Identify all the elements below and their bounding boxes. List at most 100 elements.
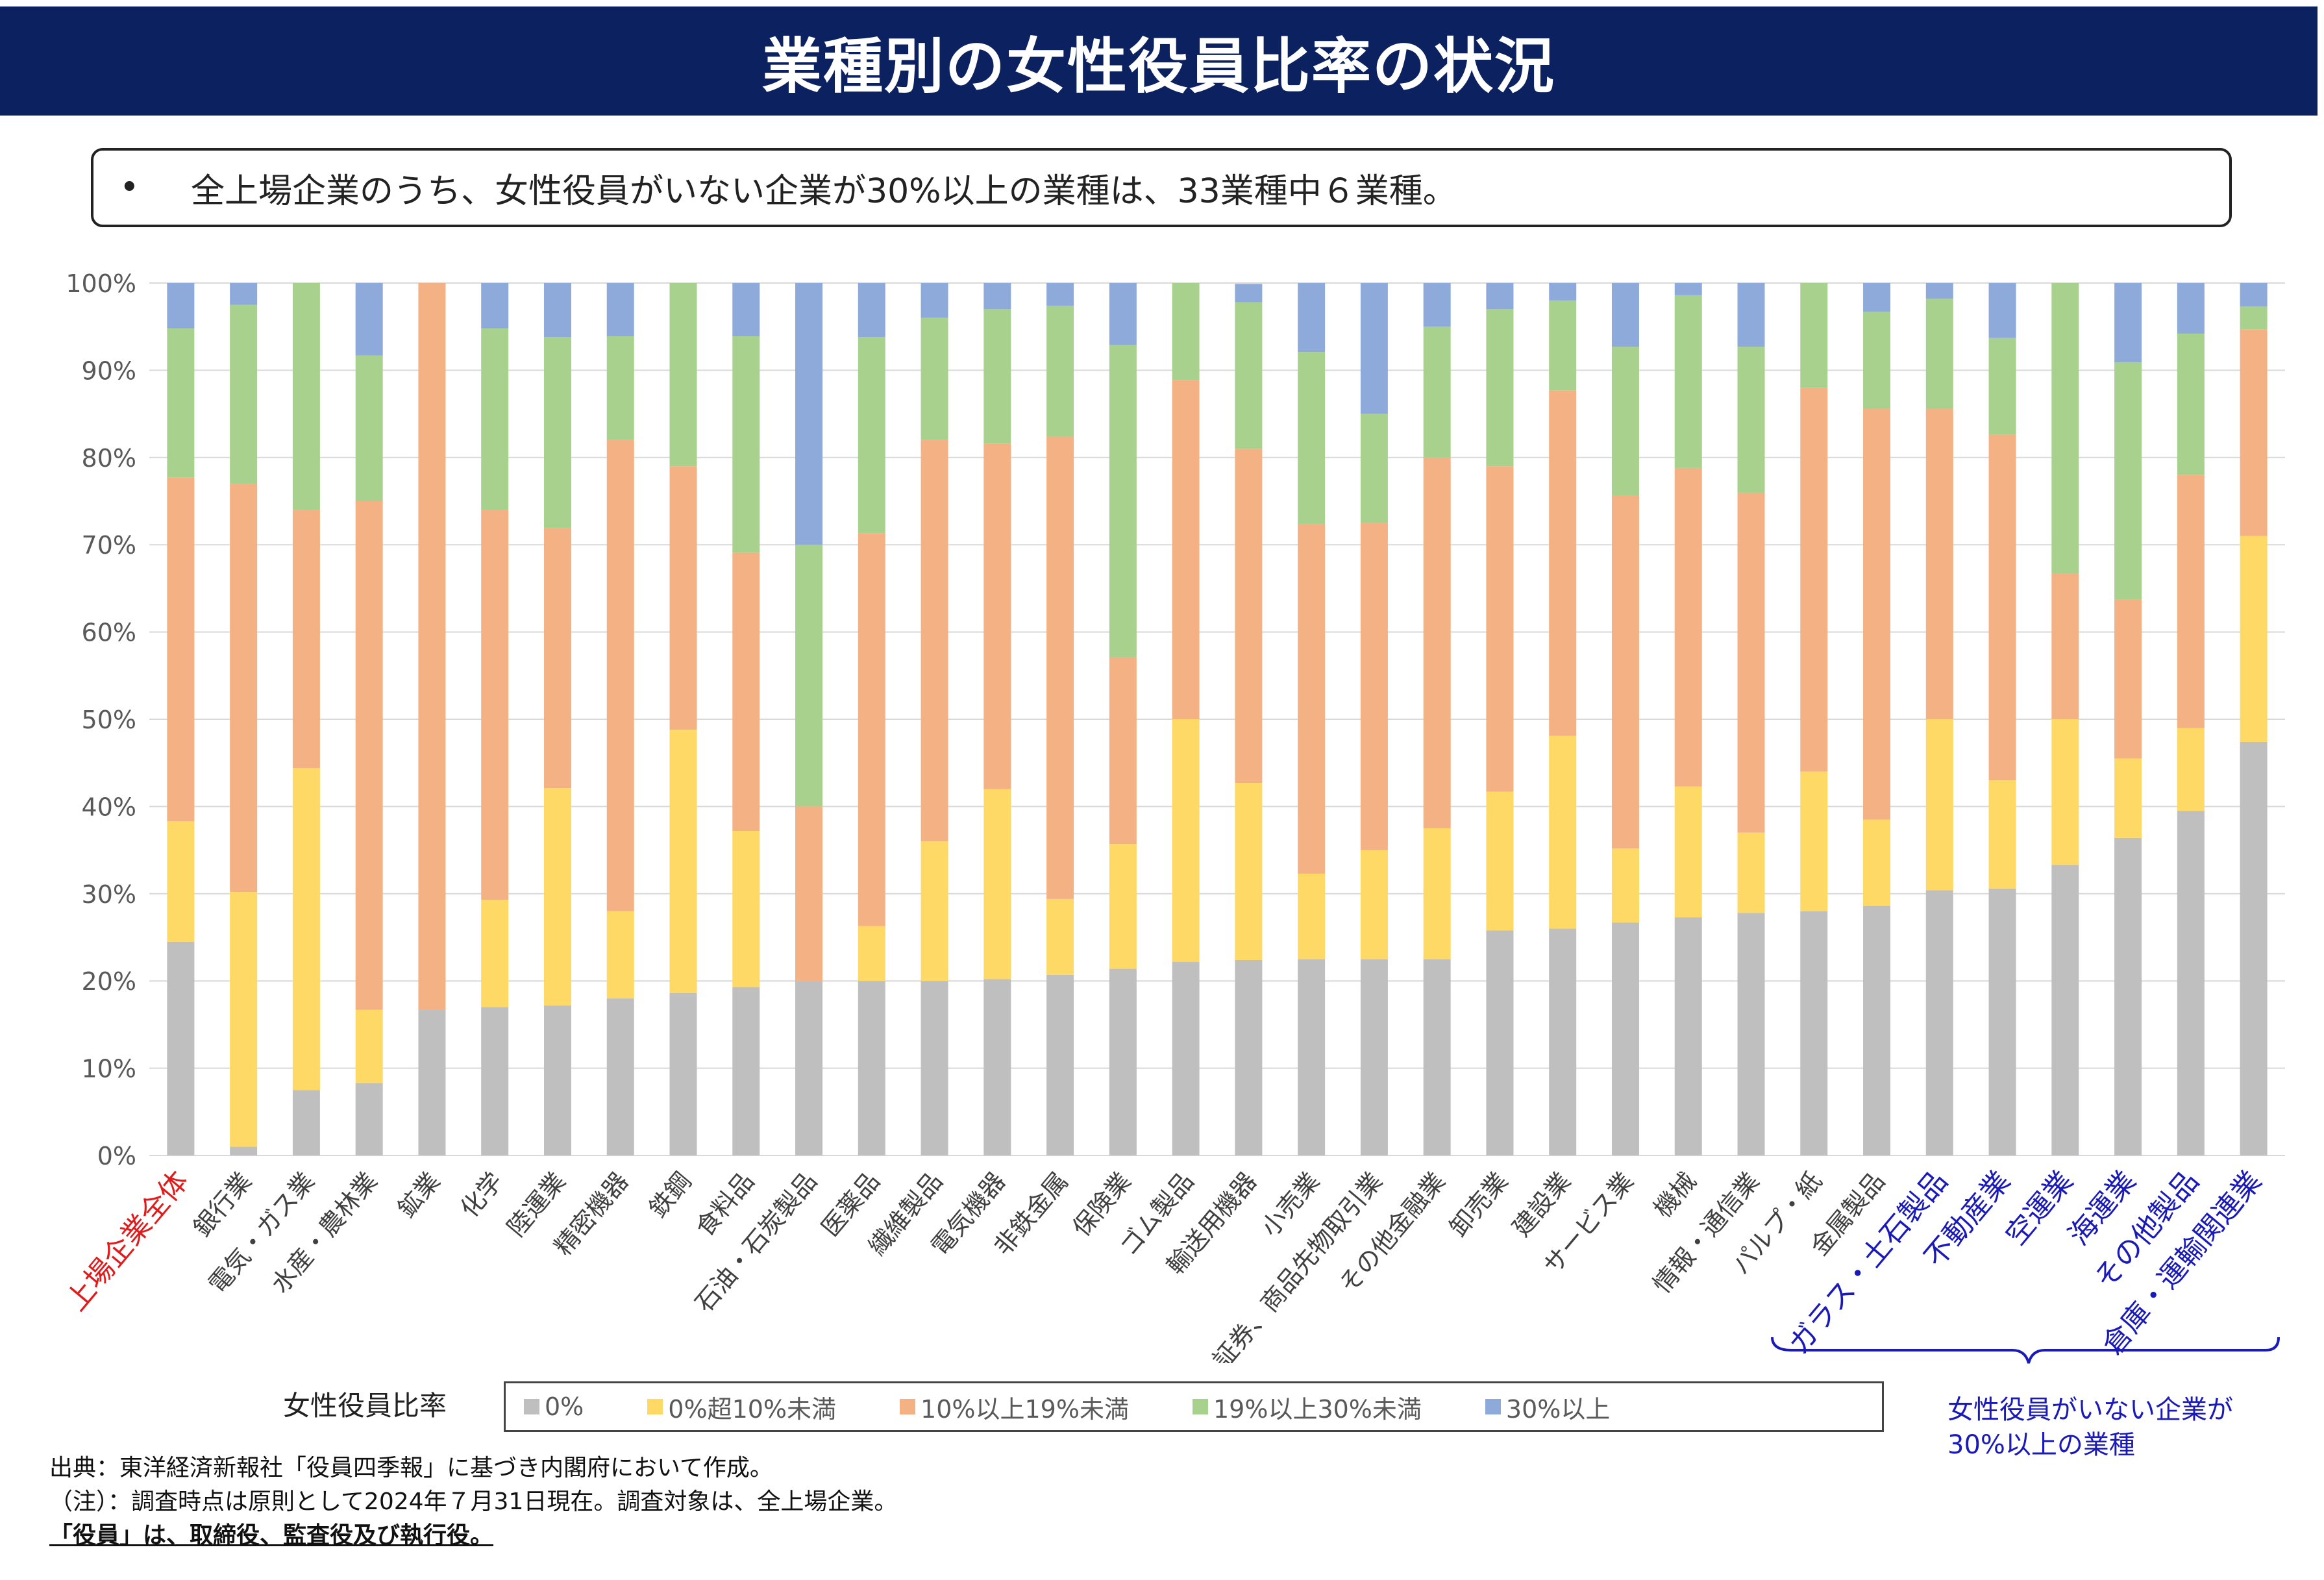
bar-segment [2177, 333, 2205, 475]
bar-segment [1235, 302, 1263, 449]
bar-segment [1172, 719, 1200, 962]
bar-segment [2240, 283, 2268, 307]
bar-segment [230, 304, 258, 484]
bar-segment [481, 900, 509, 1007]
bar-segment [983, 443, 1011, 789]
bar-segment [1298, 523, 1326, 874]
bar-segment [1046, 974, 1074, 1155]
bar-segment [167, 328, 195, 478]
bar-segment [1549, 300, 1577, 391]
bar-segment [1611, 922, 1639, 1155]
page-title: 業種別の女性役員比率の状況 [761, 31, 1555, 101]
y-tick-label: 50% [82, 706, 136, 734]
bar-segment [1674, 917, 1702, 1155]
bar-segment [1925, 890, 1953, 1155]
bar-segment [543, 788, 571, 1006]
legend-label-1: 0%超10%未満 [668, 1394, 837, 1424]
bar-segment [481, 283, 509, 328]
bar-segment [983, 789, 1011, 980]
bar-segment [1486, 466, 1514, 792]
legend-item: 0%超10%未満 [647, 1389, 836, 1425]
bar-segment [858, 926, 885, 981]
bar-segment [1549, 283, 1577, 301]
bar-segment [1737, 493, 1765, 833]
bar-segment [2114, 758, 2142, 838]
legend-item: 10%以上19%未満 [900, 1389, 1129, 1425]
bar-segment [2114, 283, 2142, 363]
bar-segment [292, 1090, 320, 1155]
bar-segment [2177, 728, 2205, 811]
bar-segment [2114, 599, 2142, 759]
bar-segment [167, 941, 195, 1155]
bar-segment [732, 831, 760, 987]
footer-notes: 出典：東洋経済新報社「役員四季報」に基づき内閣府において作成。 （注）：調査時点… [49, 1451, 897, 1553]
y-axis-labels: 0% 10% 20% 30% 40% 50% 60% 70% 80% 90% 100% [66, 269, 136, 1170]
bar-segment [2240, 741, 2268, 1155]
bar-segment [1109, 283, 1137, 345]
bar-segment [1737, 832, 1765, 913]
bar-segment [481, 1007, 509, 1155]
brace-path [1771, 1337, 2280, 1364]
summary-box: • 全上場企業のうち、女性役員がいない企業が30%以上の業種は、33業種中６業種… [91, 148, 2232, 227]
bar-segment [1549, 390, 1577, 736]
bar-segment [543, 1005, 571, 1155]
legend-item: 0% [524, 1392, 584, 1421]
bar-segment [355, 1083, 383, 1155]
x-tick-label: 空運業 [1999, 1165, 2080, 1252]
bar-segment [481, 328, 509, 510]
bar-segment [543, 283, 571, 338]
bar-segment [669, 466, 697, 730]
bar-segment [1611, 848, 1639, 923]
bar-segment [1674, 467, 1702, 787]
bar-segment [1486, 309, 1514, 467]
bar-segment [1109, 969, 1137, 1155]
bar-segment [921, 283, 948, 318]
bar-segment [606, 911, 634, 999]
bar-segment [1235, 959, 1263, 1155]
y-tick-label: 30% [82, 880, 136, 909]
bar-segment [1423, 327, 1451, 458]
bar-segment [2051, 865, 2079, 1155]
y-tick-label: 40% [82, 793, 136, 821]
bar-segment [2177, 283, 2205, 334]
bar-segment [1611, 495, 1639, 848]
bar-segment [669, 993, 697, 1155]
bar-segment [1674, 786, 1702, 918]
survey-note: （注）：調査時点は原則として2024年７月31日現在。調査対象は、全上場企業。 [49, 1488, 898, 1515]
bar-segment [2177, 475, 2205, 728]
bar-segment [1925, 719, 1953, 891]
stacked-bar-chart: 0% 10% 20% 30% 40% 50% 60% 70% 80% 90% 100% 上場企業全体… [60, 269, 2285, 1363]
bar-segment [732, 987, 760, 1155]
bar-segment [1298, 352, 1326, 524]
bar-segment [983, 309, 1011, 444]
bar-segment [921, 841, 948, 981]
legend-swatch-4 [1485, 1399, 1501, 1414]
bar-segment [1863, 819, 1891, 906]
bar-segment [1423, 828, 1451, 959]
bars-layer [167, 283, 2268, 1155]
bar-segment [2051, 283, 2079, 574]
bar-segment [606, 283, 634, 336]
bar-segment [1172, 961, 1200, 1155]
y-tick-label: 100% [66, 269, 136, 298]
bar-segment [1988, 780, 2016, 889]
legend-title: 女性役員比率 [283, 1390, 447, 1422]
bar-segment [1925, 283, 1953, 299]
bar-segment [1863, 283, 1891, 312]
legend-swatch-2 [900, 1399, 916, 1414]
legend-item: 19%以上30%未満 [1192, 1389, 1422, 1425]
bar-segment [167, 821, 195, 942]
y-tick-label: 80% [82, 444, 136, 473]
legend-swatch-0 [524, 1399, 539, 1414]
bar-segment [1549, 928, 1577, 1155]
bar-segment [2240, 536, 2268, 742]
bar-segment [1737, 347, 1765, 493]
title-banner: 業種別の女性役員比率の状況 [0, 6, 2318, 116]
bar-segment [1235, 284, 1263, 302]
bar-segment [1172, 283, 1200, 380]
bar-segment [1109, 345, 1137, 658]
bar-segment [2240, 329, 2268, 536]
x-tick-label: 上場企業全体 [60, 1165, 195, 1317]
bar-segment [1046, 436, 1074, 899]
legend-label-0: 0% [545, 1392, 584, 1421]
